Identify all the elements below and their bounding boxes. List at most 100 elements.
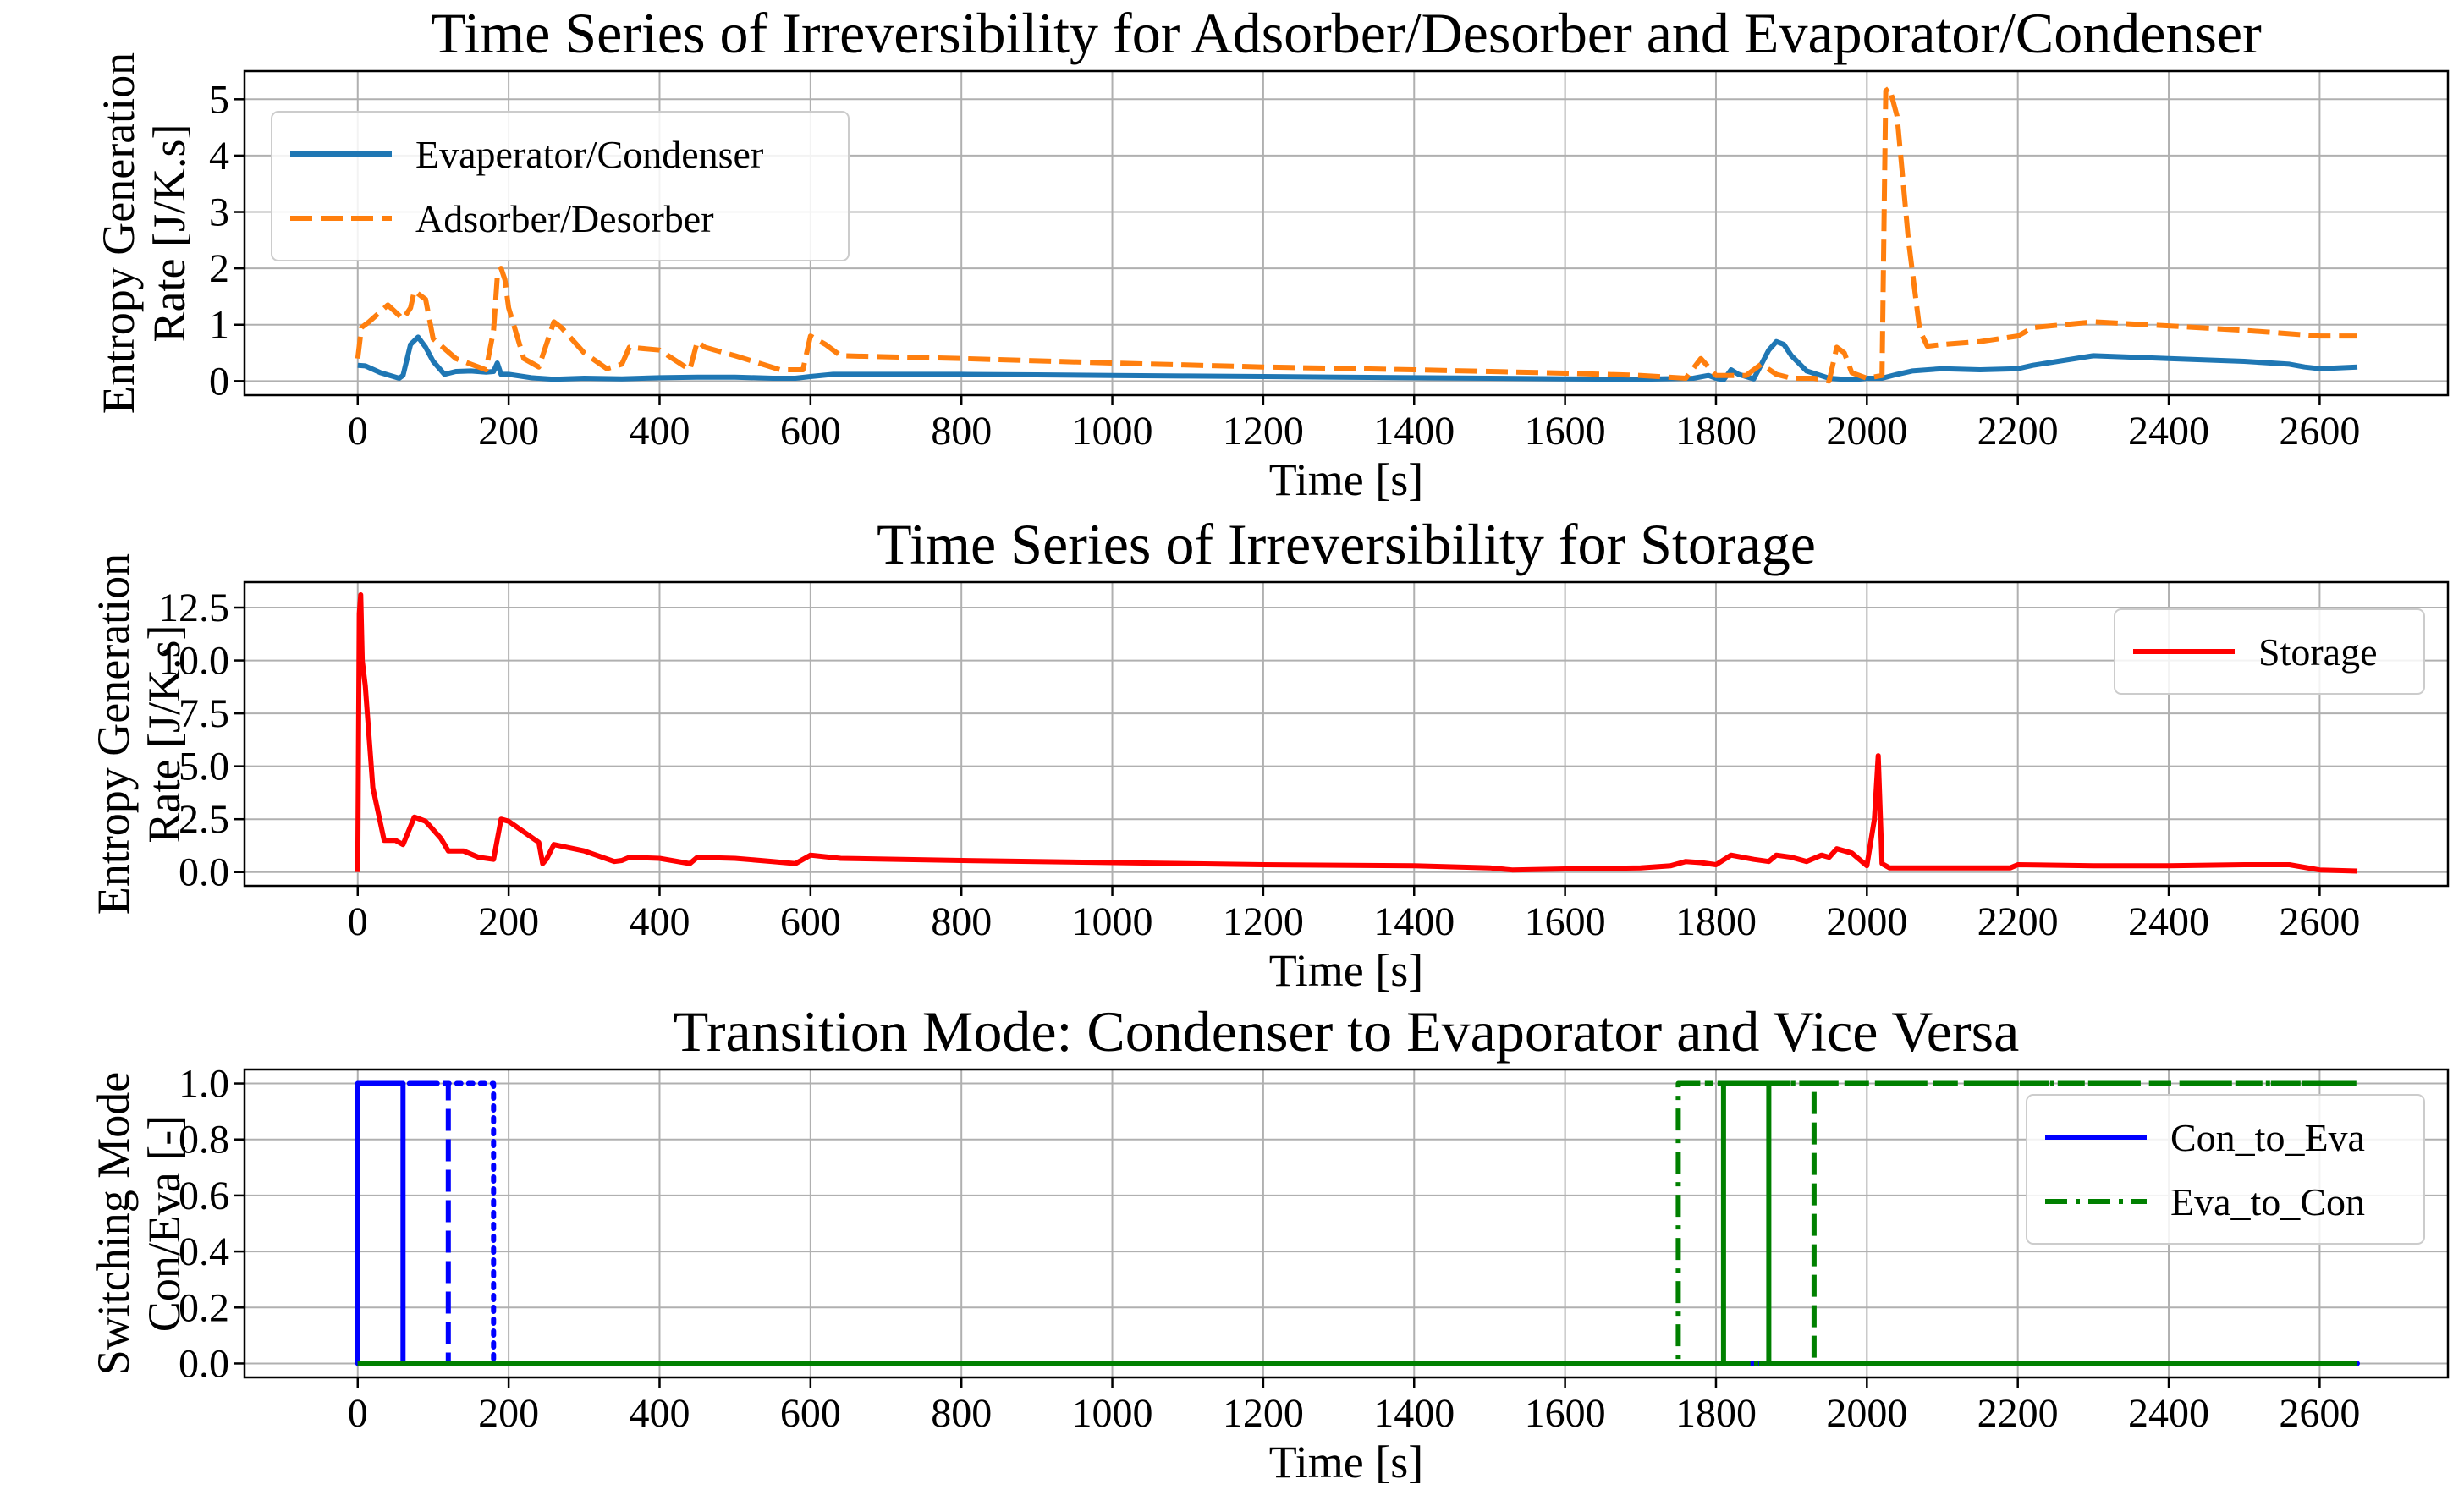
x-tick-label: 1600 bbox=[1525, 1391, 1606, 1436]
x-tick-label: 2000 bbox=[1826, 1391, 1907, 1436]
y-tick-label: 3 bbox=[209, 190, 229, 235]
y-axis-label-line2: Rate [J/K.s] bbox=[139, 625, 190, 844]
x-tick-label: 2400 bbox=[2128, 409, 2209, 454]
y-axis-label: Entropy Generation Rate [J/K.s] bbox=[88, 553, 190, 915]
y-tick-label: 1.0 bbox=[179, 1062, 229, 1107]
x-tick-label: 2600 bbox=[2279, 409, 2360, 454]
y-tick-label: 2 bbox=[209, 246, 229, 291]
legend-box bbox=[2026, 1094, 2425, 1245]
x-tick-label: 400 bbox=[629, 409, 690, 454]
chart-title: Time Series of Irreversibility for Adsor… bbox=[431, 1, 2262, 65]
x-tick-label: 1400 bbox=[1373, 409, 1455, 454]
x-tick-label: 400 bbox=[629, 899, 690, 944]
x-tick-label: 800 bbox=[931, 409, 992, 454]
x-tick-label: 0 bbox=[348, 899, 368, 944]
x-axis-label: Time [s] bbox=[1269, 945, 1424, 996]
chart-title: Transition Mode: Condenser to Evaporator… bbox=[674, 999, 2020, 1064]
chart-2: 0 200 400 600 800 1000 1200 1400 1600 1800 2000 220… bbox=[88, 999, 2450, 1487]
y-tick-label: 0 bbox=[209, 359, 229, 404]
x-tick-label: 1800 bbox=[1675, 1391, 1757, 1436]
series-line-adsorber-desorber bbox=[355, 85, 2357, 384]
x-tick-label: 1400 bbox=[1373, 899, 1455, 944]
chart-0-frame bbox=[243, 69, 2450, 397]
x-tick-label: 0 bbox=[348, 409, 368, 454]
chart-1: 0 200 400 600 800 1000 1200 1400 1600 1800 2000 220… bbox=[88, 512, 2450, 996]
x-tick-label: 1200 bbox=[1223, 409, 1304, 454]
chart-1-series bbox=[355, 592, 2358, 874]
chart-2-frame bbox=[243, 1068, 2450, 1379]
x-tick-label: 1600 bbox=[1525, 409, 1606, 454]
chart-1-frame bbox=[243, 580, 2450, 888]
chart-title: Time Series of Irreversibility for Stora… bbox=[877, 512, 1816, 576]
chart-2-series bbox=[355, 1080, 2360, 1366]
x-tick-label: 800 bbox=[931, 1391, 992, 1436]
x-tick-label: 800 bbox=[931, 899, 992, 944]
y-tick-label: 7.5 bbox=[179, 691, 229, 736]
y-axis-label-line1: Switching Mode bbox=[88, 1072, 139, 1376]
x-tick-label: 200 bbox=[478, 1391, 539, 1436]
chart-0: 0 200 400 600 800 1000 1200 1400 1600 1800 2000 220… bbox=[93, 1, 2450, 505]
y-axis-label-line1: Entropy Generation bbox=[88, 553, 139, 915]
chart-1-legend: Storage bbox=[2114, 608, 2425, 695]
x-tick-label: 1200 bbox=[1223, 899, 1304, 944]
y-tick-label: 0.6 bbox=[179, 1174, 229, 1218]
legend-box bbox=[2114, 608, 2425, 695]
y-axis-label-line1: Entropy Generation bbox=[93, 52, 144, 414]
x-tick-label: 400 bbox=[629, 1391, 690, 1436]
y-tick-label: 0.0 bbox=[179, 850, 229, 895]
y-axis-label-line2: Con/Eva [-] bbox=[139, 1115, 190, 1332]
x-tick-label: 1000 bbox=[1072, 1391, 1153, 1436]
x-tick-label: 2200 bbox=[1977, 899, 2059, 944]
x-tick-label: 1600 bbox=[1525, 899, 1606, 944]
y-axis-label: Switching Mode Con/Eva [-] bbox=[88, 1072, 190, 1376]
chart-0-series bbox=[355, 85, 2358, 384]
x-tick-label: 2200 bbox=[1977, 409, 2059, 454]
x-tick-label: 1000 bbox=[1072, 899, 1153, 944]
y-tick-label: 0.4 bbox=[179, 1229, 229, 1274]
x-tick-label: 2400 bbox=[2128, 1391, 2209, 1436]
x-tick-label: 200 bbox=[478, 409, 539, 454]
y-tick-label: 0.0 bbox=[179, 1341, 229, 1386]
x-tick-label: 1800 bbox=[1675, 409, 1757, 454]
x-tick-label: 2200 bbox=[1977, 1391, 2059, 1436]
chart-2-legend: Con_to_Eva Eva_to_Con bbox=[2026, 1094, 2425, 1245]
x-tick-label: 2600 bbox=[2279, 899, 2360, 944]
series-line-eva-to-con-3- bbox=[357, 1080, 2357, 1366]
x-tick-label: 1400 bbox=[1373, 1391, 1455, 1436]
y-tick-label: 10.0 bbox=[158, 639, 229, 684]
legend-label: Con_to_Eva bbox=[2170, 1116, 2365, 1159]
x-tick-label: 600 bbox=[780, 899, 841, 944]
x-tick-label: 0 bbox=[348, 1391, 368, 1436]
legend-label: Adsorber/Desorber bbox=[415, 197, 714, 240]
y-axis-label: Entropy Generation Rate [J/K.s] bbox=[93, 52, 195, 414]
y-tick-label: 2.5 bbox=[179, 797, 229, 842]
series-line-storage bbox=[355, 592, 2358, 874]
series-line-evaperator-condenser bbox=[357, 334, 2358, 382]
y-tick-label: 12.5 bbox=[158, 586, 229, 630]
x-tick-label: 1200 bbox=[1223, 1391, 1304, 1436]
legend-label: Eva_to_Con bbox=[2170, 1180, 2365, 1223]
x-tick-label: 1800 bbox=[1675, 899, 1757, 944]
x-axis-label: Time [s] bbox=[1269, 1437, 1424, 1487]
x-tick-label: 200 bbox=[478, 899, 539, 944]
y-tick-label: 0.2 bbox=[179, 1285, 229, 1330]
legend-label: Storage bbox=[2258, 630, 2378, 674]
y-tick-label: 4 bbox=[209, 134, 229, 179]
y-tick-label: 0.8 bbox=[179, 1118, 229, 1163]
y-axis-label-line2: Rate [J/K.s] bbox=[144, 124, 195, 343]
x-tick-label: 2000 bbox=[1826, 409, 1907, 454]
x-tick-label: 2000 bbox=[1826, 899, 1907, 944]
legend-box bbox=[271, 111, 850, 261]
x-tick-label: 2600 bbox=[2279, 1391, 2360, 1436]
x-tick-label: 2400 bbox=[2128, 899, 2209, 944]
y-tick-label: 5 bbox=[209, 77, 229, 122]
x-tick-label: 600 bbox=[780, 1391, 841, 1436]
chart-0-legend: Evaperator/Condenser Adsorber/Desorber bbox=[271, 111, 850, 261]
x-axis-label: Time [s] bbox=[1269, 454, 1424, 505]
x-tick-label: 1000 bbox=[1072, 409, 1153, 454]
y-tick-label: 5.0 bbox=[179, 745, 229, 789]
x-tick-label: 600 bbox=[780, 409, 841, 454]
legend-label: Evaperator/Condenser bbox=[415, 133, 763, 176]
y-tick-label: 1 bbox=[209, 303, 229, 348]
